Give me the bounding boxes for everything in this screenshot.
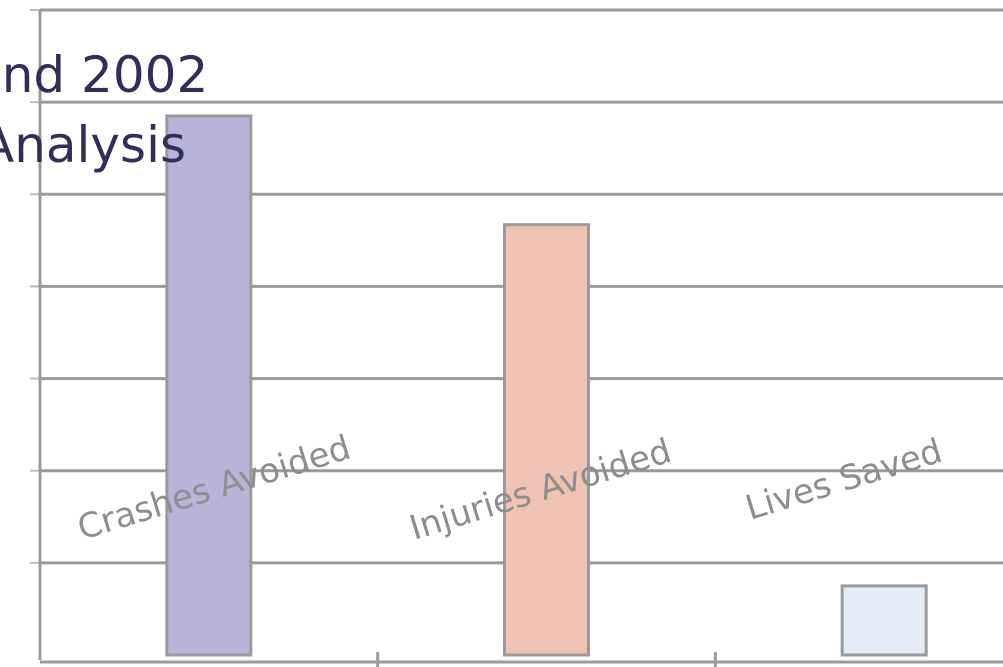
bars [165, 114, 928, 657]
bar-lives-saved [840, 584, 928, 657]
bar-crashes-avoided [165, 114, 253, 657]
chart-title-line-2: Analysis [0, 116, 186, 174]
x-axis [40, 652, 1003, 667]
bar-injuries-avoided [503, 223, 590, 657]
category-label: Lives Saved [741, 431, 947, 529]
chart-title-line-1: und 2002 [0, 46, 208, 104]
